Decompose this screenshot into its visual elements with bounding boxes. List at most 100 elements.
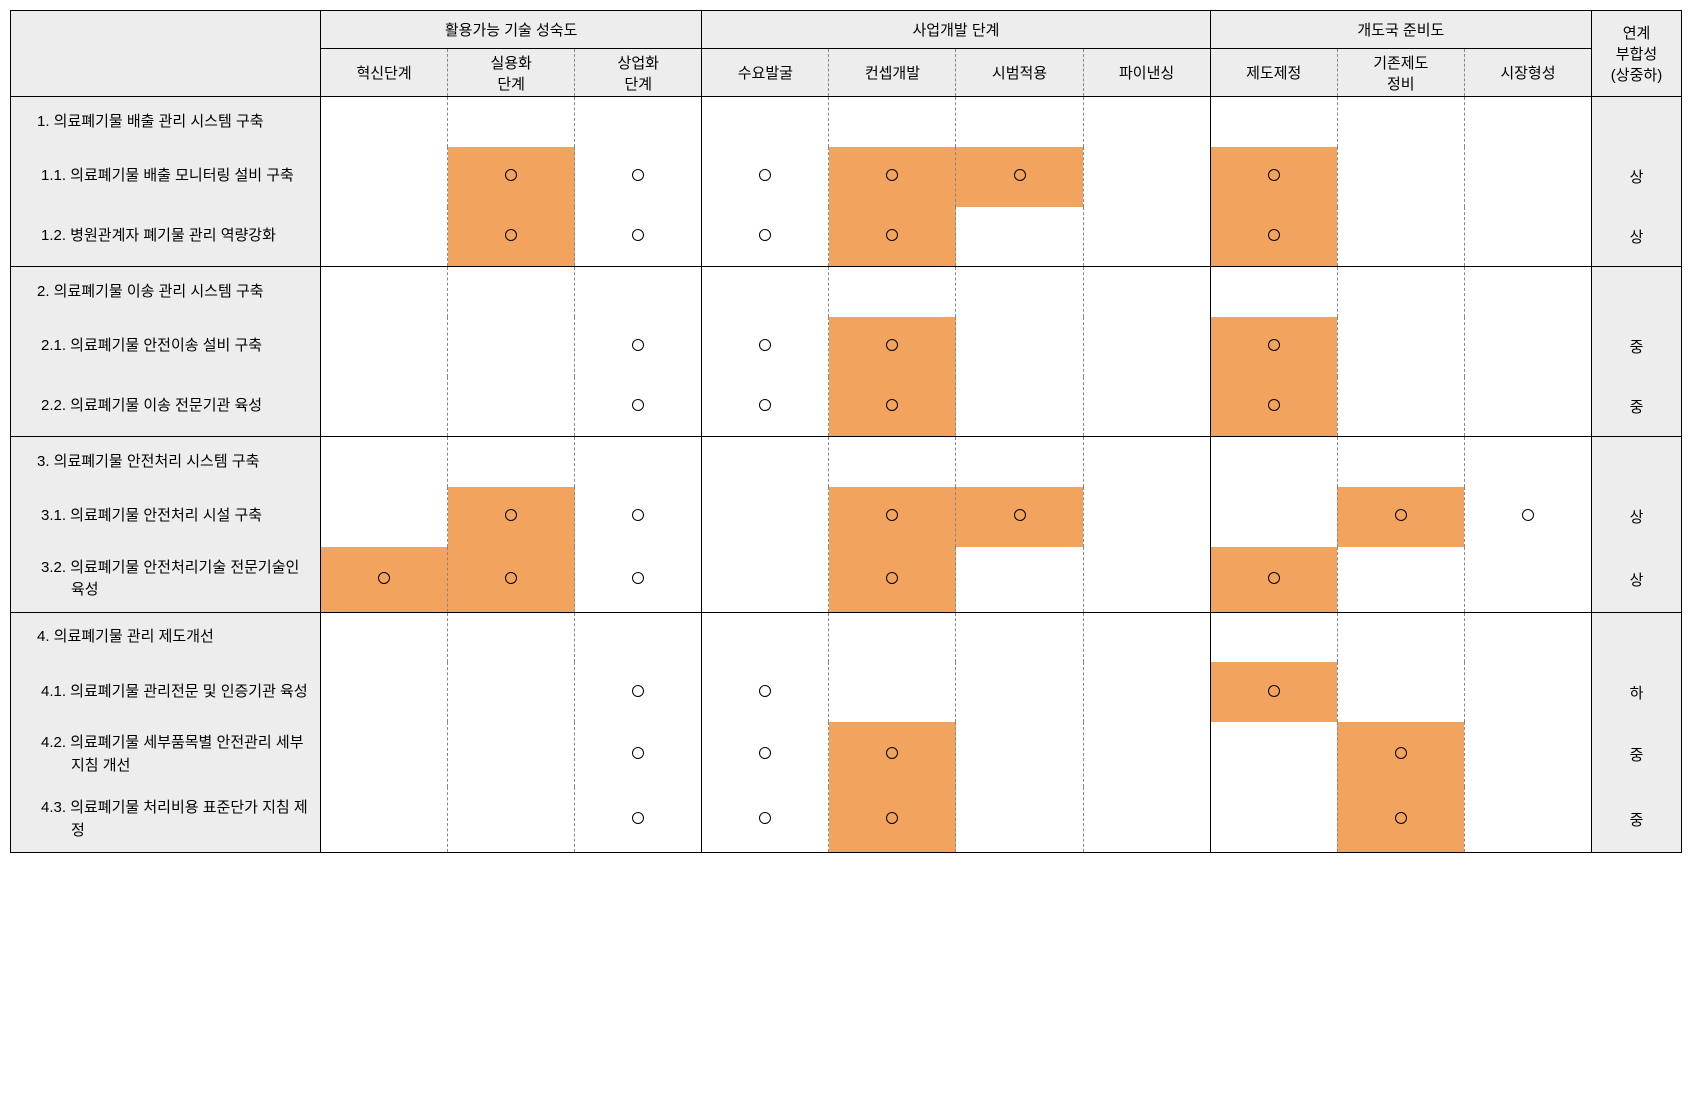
cell xyxy=(956,662,1083,722)
circle-marker xyxy=(1395,509,1407,521)
circle-marker xyxy=(759,399,771,411)
cell xyxy=(829,437,956,487)
cell xyxy=(321,662,448,722)
circle-marker xyxy=(1268,685,1280,697)
cell xyxy=(1083,267,1210,317)
circle-marker xyxy=(886,399,898,411)
cell xyxy=(956,377,1083,437)
circle-marker xyxy=(759,747,771,759)
cell xyxy=(448,97,575,147)
grade-cell: 상 xyxy=(1592,147,1682,207)
circle-marker xyxy=(1395,812,1407,824)
circle-marker xyxy=(505,169,517,181)
group-header-row: 3. 의료폐기물 안전처리 시스템 구축 xyxy=(11,437,1682,487)
header-col-5: 컨셉개발 xyxy=(829,49,956,97)
circle-marker xyxy=(632,169,644,181)
table-row: 4.1. 의료폐기물 관리전문 및 인증기관 육성하 xyxy=(11,662,1682,722)
cell xyxy=(448,662,575,722)
cell xyxy=(1464,267,1591,317)
header-grade: 연계 부합성 (상중하) xyxy=(1592,11,1682,97)
cell xyxy=(956,317,1083,377)
circle-marker xyxy=(632,572,644,584)
cell xyxy=(575,787,702,853)
cell xyxy=(956,722,1083,787)
cell xyxy=(575,722,702,787)
circle-marker xyxy=(759,229,771,241)
cell xyxy=(448,722,575,787)
circle-marker xyxy=(632,509,644,521)
header-col-6: 시범적용 xyxy=(956,49,1083,97)
header-group-1: 활용가능 기술 성숙도 xyxy=(321,11,702,49)
cell xyxy=(1083,487,1210,547)
circle-marker xyxy=(1268,169,1280,181)
cell xyxy=(321,437,448,487)
group-header-row: 1. 의료폐기물 배출 관리 시스템 구축 xyxy=(11,97,1682,147)
cell xyxy=(1083,662,1210,722)
cell xyxy=(702,207,829,267)
cell xyxy=(321,377,448,437)
cell xyxy=(1337,377,1464,437)
cell xyxy=(1210,207,1337,267)
cell xyxy=(1210,612,1337,662)
cell xyxy=(575,267,702,317)
grade-cell xyxy=(1592,612,1682,662)
cell xyxy=(1337,722,1464,787)
table-row: 1.2. 병원관계자 폐기물 관리 역량강화상 xyxy=(11,207,1682,267)
circle-marker xyxy=(378,572,390,584)
cell xyxy=(321,97,448,147)
group-label: 4. 의료폐기물 관리 제도개선 xyxy=(11,612,321,662)
header-group-2: 사업개발 단계 xyxy=(702,11,1210,49)
circle-marker xyxy=(886,812,898,824)
circle-marker xyxy=(1395,747,1407,759)
circle-marker xyxy=(1268,339,1280,351)
cell xyxy=(702,487,829,547)
cell xyxy=(575,207,702,267)
circle-marker xyxy=(505,229,517,241)
cell xyxy=(1083,97,1210,147)
cell xyxy=(321,317,448,377)
header-group-3: 개도국 준비도 xyxy=(1210,11,1591,49)
cell xyxy=(1464,207,1591,267)
cell xyxy=(956,787,1083,853)
cell xyxy=(321,612,448,662)
row-label: 3.2. 의료폐기물 안전처리기술 전문기술인 육성 xyxy=(11,547,321,613)
cell xyxy=(1337,147,1464,207)
cell xyxy=(829,722,956,787)
cell xyxy=(1083,317,1210,377)
cell xyxy=(575,97,702,147)
table-header: 활용가능 기술 성숙도 사업개발 단계 개도국 준비도 연계 부합성 (상중하)… xyxy=(11,11,1682,97)
header-col-8: 제도제정 xyxy=(1210,49,1337,97)
cell xyxy=(448,267,575,317)
grade-cell: 중 xyxy=(1592,377,1682,437)
circle-marker xyxy=(632,685,644,697)
row-label: 2.2. 의료폐기물 이송 전문기관 육성 xyxy=(11,377,321,437)
circle-marker xyxy=(632,399,644,411)
cell xyxy=(829,377,956,437)
cell xyxy=(702,377,829,437)
circle-marker xyxy=(759,812,771,824)
cell xyxy=(829,147,956,207)
group-label: 1. 의료폐기물 배출 관리 시스템 구축 xyxy=(11,97,321,147)
row-label: 3.1. 의료폐기물 안전처리 시설 구축 xyxy=(11,487,321,547)
cell xyxy=(575,147,702,207)
cell xyxy=(1337,267,1464,317)
cell xyxy=(956,267,1083,317)
circle-marker xyxy=(886,339,898,351)
cell xyxy=(575,437,702,487)
header-col-7: 파이낸싱 xyxy=(1083,49,1210,97)
cell xyxy=(1464,787,1591,853)
cell xyxy=(829,547,956,613)
cell xyxy=(702,787,829,853)
group-label: 2. 의료폐기물 이송 관리 시스템 구축 xyxy=(11,267,321,317)
circle-marker xyxy=(1014,509,1026,521)
cell xyxy=(1083,787,1210,853)
cell xyxy=(829,267,956,317)
cell xyxy=(1464,612,1591,662)
table-row: 4.3. 의료폐기물 처리비용 표준단가 지침 제정중 xyxy=(11,787,1682,853)
table-body: 1. 의료폐기물 배출 관리 시스템 구축1.1. 의료폐기물 배출 모니터링 … xyxy=(11,97,1682,853)
cell xyxy=(448,787,575,853)
cell xyxy=(829,97,956,147)
circle-marker xyxy=(886,509,898,521)
cell xyxy=(575,547,702,613)
cell xyxy=(1464,97,1591,147)
